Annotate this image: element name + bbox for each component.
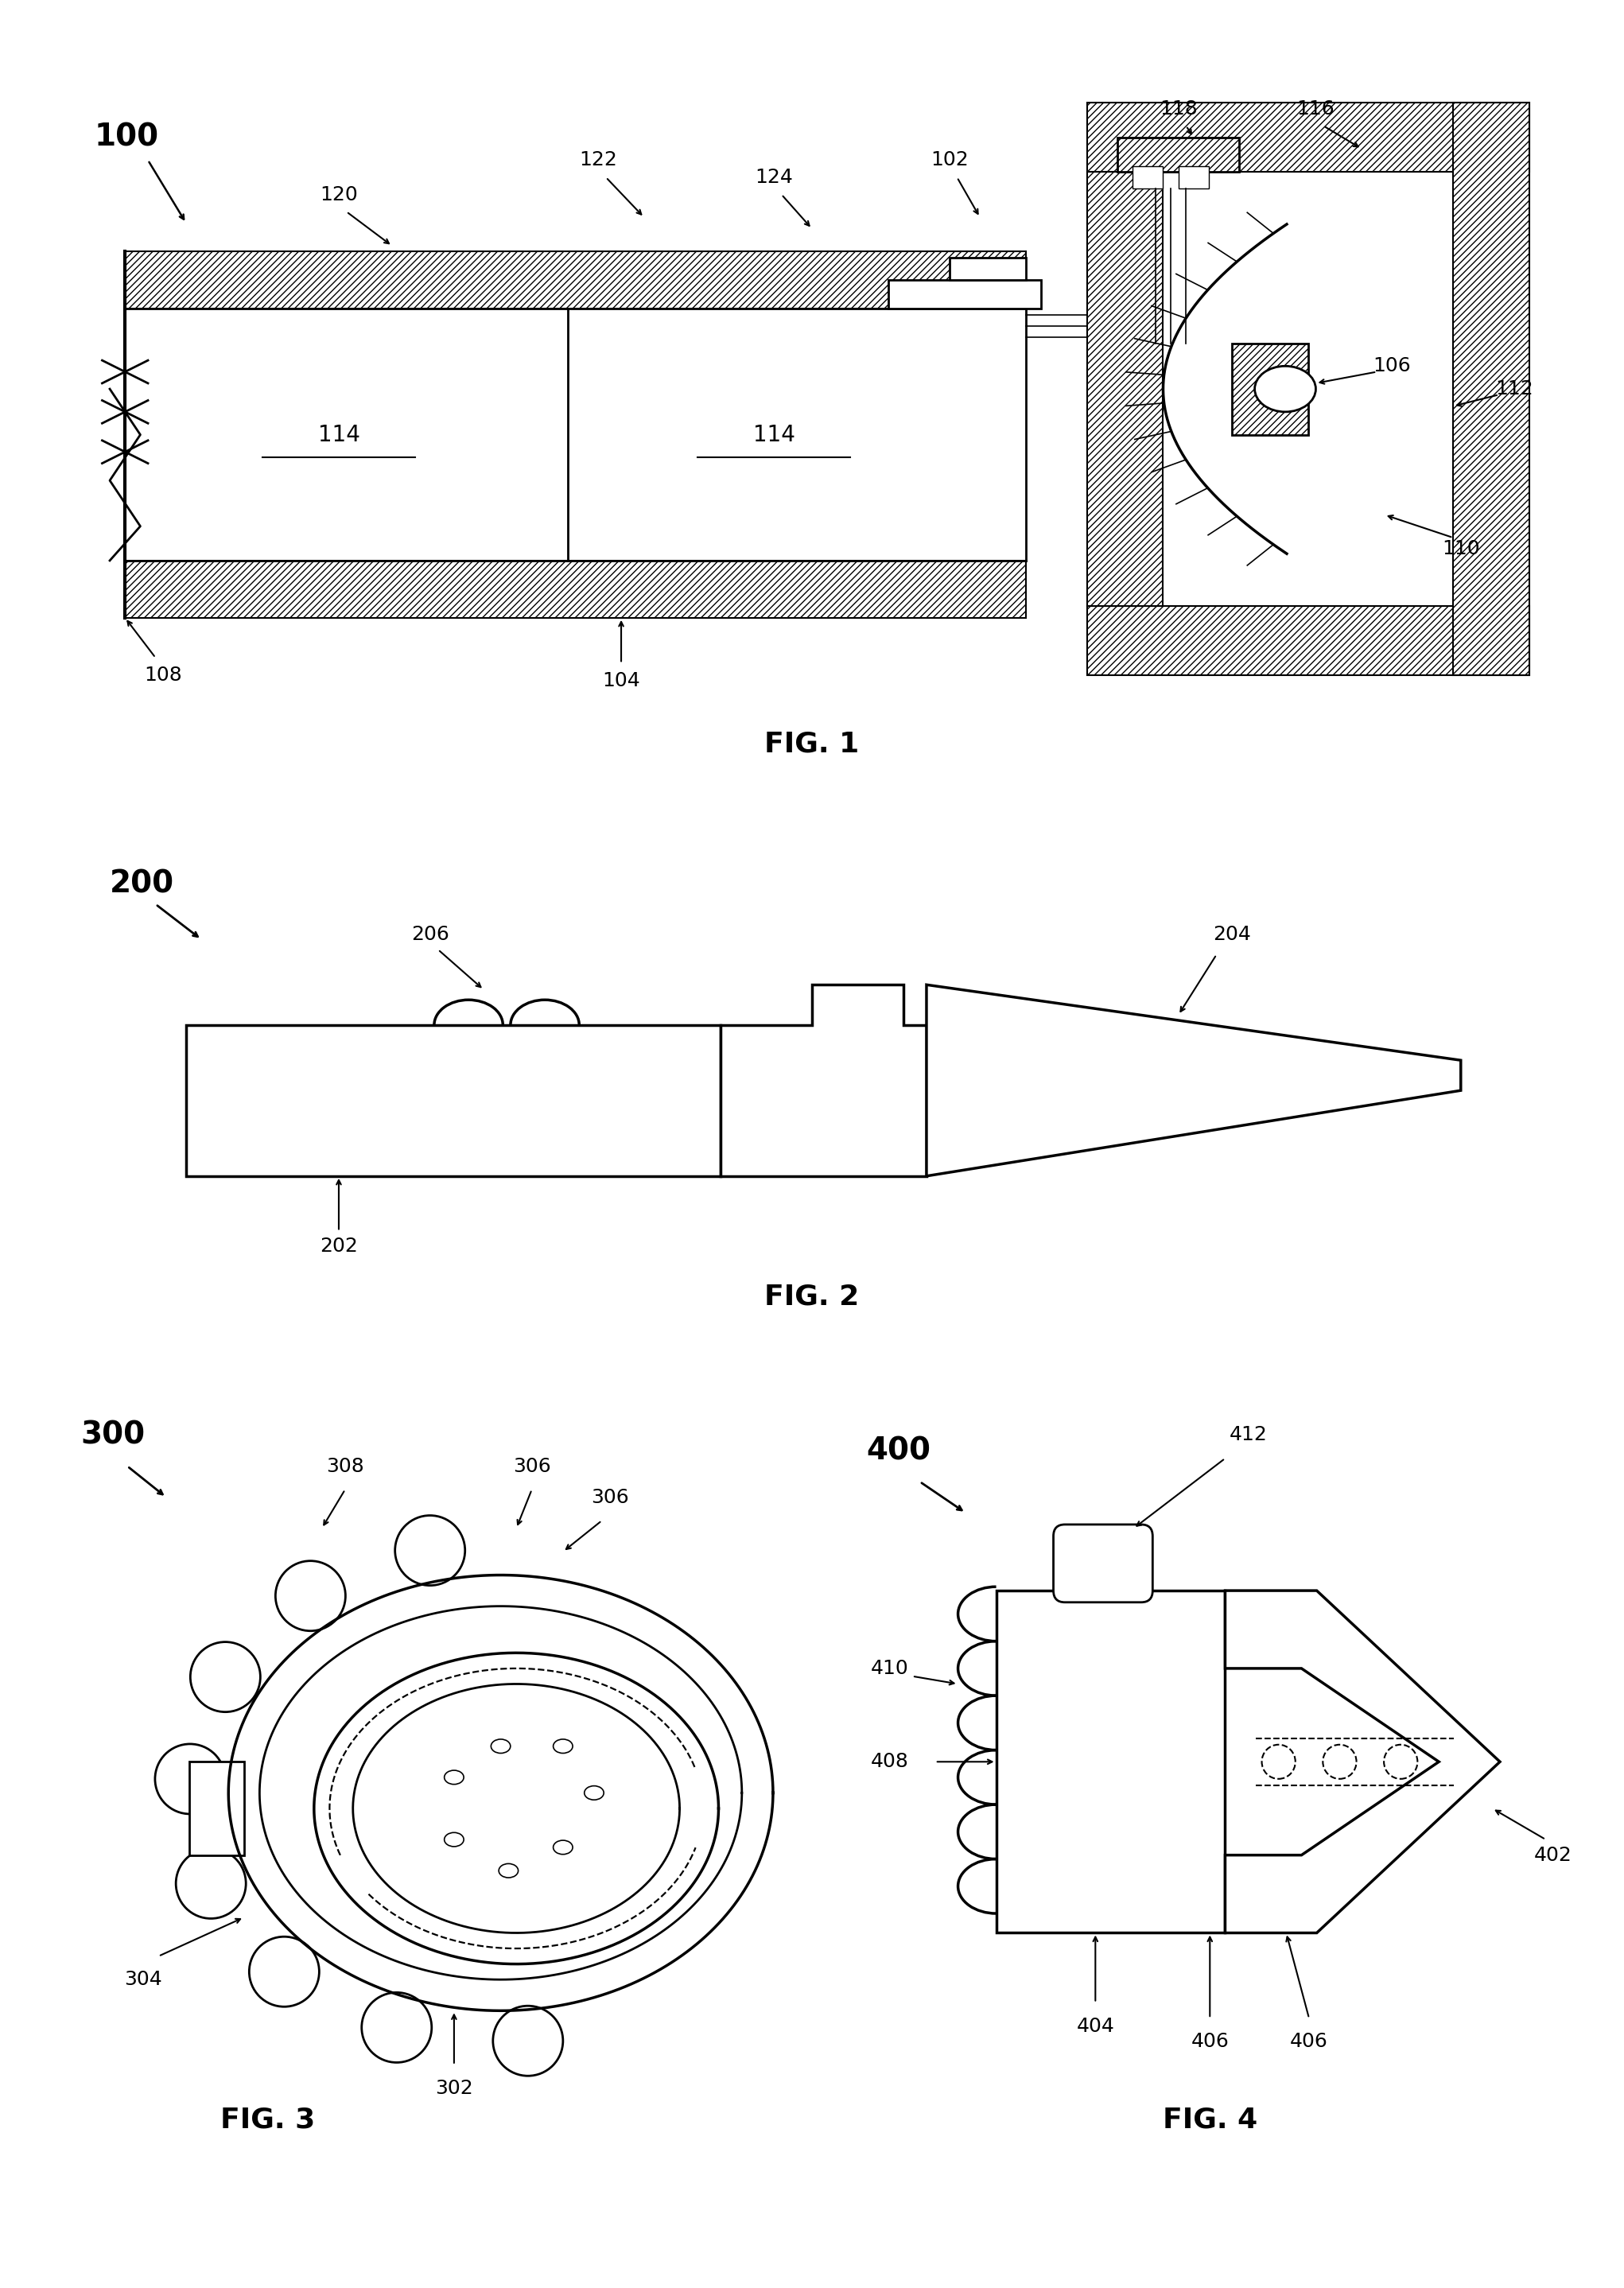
Text: 410: 410 bbox=[870, 1659, 908, 1677]
Text: 100: 100 bbox=[94, 121, 159, 153]
Text: 106: 106 bbox=[1374, 357, 1411, 375]
Circle shape bbox=[248, 1936, 320, 2007]
Text: 114: 114 bbox=[754, 423, 794, 446]
Text: 412: 412 bbox=[1229, 1425, 1267, 1444]
Text: 206: 206 bbox=[411, 924, 450, 945]
Bar bbox=[1233, 343, 1309, 435]
Text: 204: 204 bbox=[1213, 924, 1250, 945]
Bar bbox=[125, 252, 1026, 309]
Ellipse shape bbox=[554, 1739, 573, 1753]
Text: 110: 110 bbox=[1442, 540, 1479, 558]
Polygon shape bbox=[721, 984, 926, 1176]
Text: 408: 408 bbox=[870, 1753, 908, 1771]
Bar bbox=[190, 1762, 244, 1856]
Bar bbox=[125, 561, 1026, 618]
FancyBboxPatch shape bbox=[1054, 1524, 1153, 1602]
Ellipse shape bbox=[445, 1771, 464, 1785]
Bar bbox=[1179, 167, 1208, 190]
Bar bbox=[1233, 343, 1309, 435]
Bar bbox=[1086, 103, 1530, 172]
Circle shape bbox=[175, 1849, 245, 1920]
Text: 112: 112 bbox=[1496, 380, 1533, 398]
Bar bbox=[125, 561, 1026, 618]
Bar bbox=[1117, 137, 1239, 172]
Circle shape bbox=[154, 1743, 226, 1814]
Text: 120: 120 bbox=[320, 185, 357, 204]
Bar bbox=[1086, 606, 1530, 675]
Circle shape bbox=[1384, 1746, 1418, 1778]
Text: 118: 118 bbox=[1160, 98, 1197, 119]
Text: 200: 200 bbox=[110, 869, 174, 899]
Circle shape bbox=[395, 1515, 464, 1586]
Bar bbox=[950, 256, 1026, 279]
Text: 404: 404 bbox=[1077, 2016, 1114, 2036]
Text: FIG. 3: FIG. 3 bbox=[219, 2105, 315, 2132]
Bar bbox=[1086, 172, 1163, 606]
Text: 300: 300 bbox=[81, 1421, 145, 1451]
Bar bbox=[1086, 103, 1530, 172]
Circle shape bbox=[1324, 1746, 1356, 1778]
Polygon shape bbox=[187, 1025, 721, 1176]
Bar bbox=[888, 279, 1041, 309]
Bar bbox=[996, 1590, 1224, 1933]
Bar bbox=[1117, 137, 1239, 172]
Text: 402: 402 bbox=[1535, 1846, 1572, 1865]
Bar bbox=[1086, 172, 1163, 606]
Bar bbox=[125, 252, 1026, 309]
Text: 102: 102 bbox=[931, 151, 968, 169]
Text: 400: 400 bbox=[867, 1435, 931, 1467]
Text: 308: 308 bbox=[326, 1457, 364, 1476]
Text: FIG. 1: FIG. 1 bbox=[765, 730, 859, 757]
Text: 108: 108 bbox=[145, 666, 182, 684]
Text: 124: 124 bbox=[755, 167, 793, 188]
Text: 104: 104 bbox=[603, 670, 640, 691]
Ellipse shape bbox=[490, 1739, 510, 1753]
Text: 302: 302 bbox=[435, 2080, 473, 2098]
Text: FIG. 4: FIG. 4 bbox=[1163, 2105, 1257, 2132]
Circle shape bbox=[362, 1993, 432, 2061]
Text: 114: 114 bbox=[318, 423, 361, 446]
Ellipse shape bbox=[585, 1787, 604, 1801]
Bar bbox=[1453, 103, 1530, 675]
Ellipse shape bbox=[554, 1840, 573, 1853]
Text: 122: 122 bbox=[580, 151, 617, 169]
Text: 202: 202 bbox=[320, 1238, 357, 1256]
Text: 306: 306 bbox=[513, 1457, 551, 1476]
Bar bbox=[1453, 103, 1530, 675]
Bar bbox=[1086, 606, 1530, 675]
Circle shape bbox=[190, 1643, 260, 1711]
Text: 306: 306 bbox=[591, 1487, 628, 1508]
Text: 406: 406 bbox=[1289, 2032, 1328, 2052]
Text: 406: 406 bbox=[1190, 2032, 1229, 2052]
Circle shape bbox=[276, 1560, 346, 1631]
Text: FIG. 2: FIG. 2 bbox=[765, 1284, 859, 1311]
Ellipse shape bbox=[445, 1833, 464, 1846]
Circle shape bbox=[494, 2007, 564, 2075]
Text: 304: 304 bbox=[123, 1970, 162, 1988]
Text: 116: 116 bbox=[1298, 98, 1335, 119]
Circle shape bbox=[1255, 366, 1315, 412]
Circle shape bbox=[1262, 1746, 1296, 1778]
Bar bbox=[1132, 167, 1163, 190]
Ellipse shape bbox=[499, 1865, 518, 1878]
Polygon shape bbox=[1224, 1590, 1501, 1933]
Polygon shape bbox=[926, 984, 1462, 1176]
